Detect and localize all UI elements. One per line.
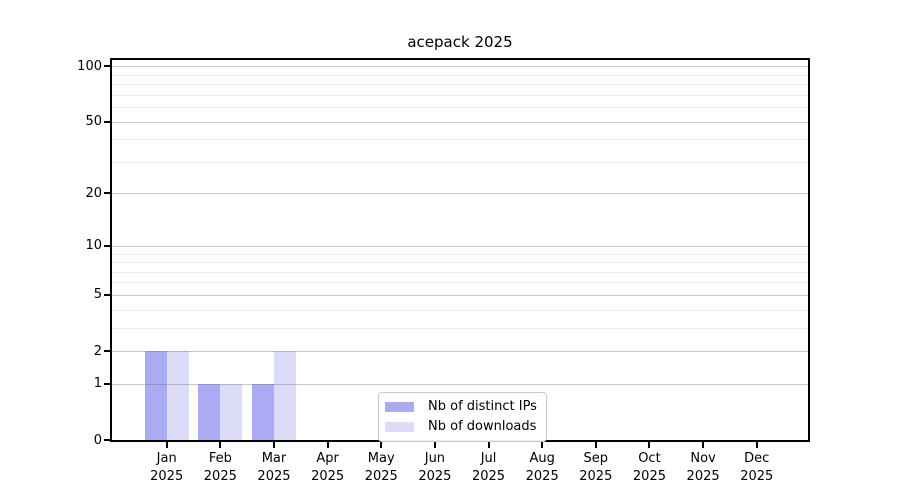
legend: Nb of distinct IPs Nb of downloads — [378, 392, 547, 442]
legend-label-downloads: Nb of downloads — [428, 419, 537, 434]
gridline-major-20 — [112, 193, 808, 195]
y-tick-1 — [104, 382, 110, 385]
x-tick-month-oct: Oct — [638, 451, 661, 466]
y-tick-2 — [104, 350, 110, 353]
x-tick-label-jul: Jul 2025 — [457, 450, 521, 485]
legend-label-distinct-ips: Nb of distinct IPs — [428, 399, 537, 414]
x-tick-label-aug: Aug 2025 — [510, 450, 574, 485]
x-tick-label-sep: Sep 2025 — [564, 450, 628, 485]
x-tick-year-mar: 2025 — [257, 468, 291, 484]
y-tick-label-0: 0 — [93, 432, 102, 448]
x-tick-year-sep: 2025 — [579, 468, 613, 484]
bar-distinct-ips-jan — [144, 351, 167, 440]
x-tick-month-jan: Jan — [156, 451, 177, 466]
y-tick-label-100: 100 — [77, 58, 102, 74]
x-tick-year-apr: 2025 — [311, 468, 345, 484]
x-tick-year-oct: 2025 — [632, 468, 666, 484]
x-tick-label-jan: Jan 2025 — [135, 450, 199, 485]
gridline-minor-7 — [112, 271, 808, 273]
y-tick-0 — [104, 439, 110, 441]
gridline-minor-6 — [112, 282, 808, 284]
y-tick-100 — [104, 65, 110, 68]
y-tick-10 — [104, 244, 110, 247]
gridline-major-1 — [112, 383, 808, 385]
x-tick-nov — [702, 442, 705, 448]
x-tick-label-mar: Mar 2025 — [242, 450, 306, 485]
y-tick-label-50: 50 — [85, 114, 102, 130]
plot-area — [110, 58, 810, 442]
x-tick-label-nov: Nov 2025 — [671, 450, 735, 485]
gridline-minor-60 — [112, 107, 808, 109]
gridline-minor-3 — [112, 327, 808, 329]
gridline-minor-9 — [112, 253, 808, 255]
legend-row-distinct-ips: Nb of distinct IPs — [385, 398, 537, 415]
x-tick-month-feb: Feb — [208, 451, 232, 466]
bar-distinct-ips-feb — [198, 383, 221, 440]
gridline-major-50 — [112, 121, 808, 123]
bar-distinct-ips-mar — [251, 383, 274, 440]
y-tick-50 — [104, 120, 110, 123]
gridline-minor-70 — [112, 94, 808, 96]
x-tick-jun — [433, 442, 436, 448]
y-tick-5 — [104, 293, 110, 296]
x-tick-jul — [487, 442, 490, 448]
legend-row-downloads: Nb of downloads — [385, 418, 537, 435]
y-tick-label-20: 20 — [85, 185, 102, 201]
x-tick-dec — [755, 442, 758, 448]
x-tick-oct — [648, 442, 651, 448]
x-tick-month-sep: Sep — [583, 451, 609, 466]
gridline-minor-8 — [112, 262, 808, 264]
gridline-minor-80 — [112, 84, 808, 86]
x-tick-month-apr: Apr — [316, 451, 339, 466]
gridline-major-100 — [112, 66, 808, 68]
x-tick-month-jul: Jul — [480, 451, 497, 466]
x-tick-year-may: 2025 — [364, 468, 398, 484]
x-tick-label-may: May 2025 — [349, 450, 413, 485]
gridline-minor-4 — [112, 309, 808, 311]
x-tick-sep — [594, 442, 597, 448]
bar-downloads-mar — [273, 351, 296, 440]
chart-title: acepack 2025 — [407, 33, 513, 51]
y-tick-label-5: 5 — [93, 287, 102, 303]
y-tick-label-1: 1 — [93, 376, 102, 392]
gridline-minor-90 — [112, 74, 808, 76]
x-tick-mar — [272, 442, 275, 448]
x-tick-year-feb: 2025 — [203, 468, 237, 484]
y-tick-20 — [104, 192, 110, 195]
x-tick-label-jun: Jun 2025 — [403, 450, 467, 485]
gridline-major-2 — [112, 351, 808, 353]
y-tick-label-2: 2 — [93, 343, 102, 359]
x-tick-label-dec: Dec 2025 — [725, 450, 789, 485]
x-tick-year-jul: 2025 — [471, 468, 506, 484]
x-tick-year-dec: 2025 — [740, 468, 774, 484]
gridline-major-5 — [112, 294, 808, 296]
x-tick-year-jan: 2025 — [150, 468, 184, 484]
x-tick-month-dec: Dec — [744, 451, 770, 466]
x-tick-month-aug: Aug — [529, 451, 555, 466]
x-tick-label-oct: Oct 2025 — [617, 450, 681, 485]
x-tick-year-jun: 2025 — [418, 468, 452, 484]
x-tick-label-apr: Apr 2025 — [296, 450, 360, 485]
gridline-minor-40 — [112, 139, 808, 141]
x-tick-apr — [326, 442, 329, 448]
legend-swatch-distinct-ips-icon — [385, 401, 414, 412]
x-tick-aug — [541, 442, 544, 448]
x-tick-year-aug: 2025 — [525, 468, 559, 484]
legend-swatch-downloads-icon — [385, 421, 414, 432]
gridline-minor-30 — [112, 161, 808, 163]
x-tick-month-jun: Jun — [424, 451, 446, 466]
x-tick-month-nov: Nov — [690, 451, 716, 466]
x-tick-label-feb: Feb 2025 — [188, 450, 252, 485]
x-tick-year-nov: 2025 — [686, 468, 720, 484]
x-tick-jan — [165, 442, 168, 448]
gridline-major-10 — [112, 245, 808, 247]
x-tick-month-may: May — [367, 451, 395, 466]
x-tick-month-mar: Mar — [261, 451, 287, 466]
x-tick-feb — [219, 442, 222, 448]
bar-downloads-feb — [220, 383, 243, 440]
y-tick-label-10: 10 — [85, 238, 102, 254]
bar-downloads-jan — [166, 351, 189, 440]
x-tick-may — [380, 442, 383, 448]
